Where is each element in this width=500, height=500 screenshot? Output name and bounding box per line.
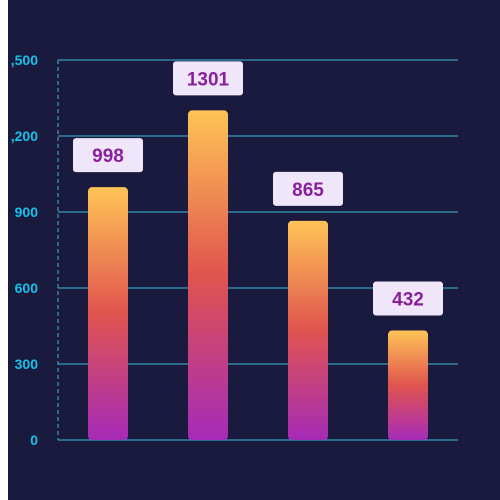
- data-label-box: [273, 171, 343, 206]
- y-tick-label: 0: [30, 432, 38, 448]
- bar: [188, 110, 228, 440]
- data-label: 865: [292, 180, 324, 201]
- y-tick-label: 900: [15, 204, 39, 220]
- data-label: 998: [92, 146, 124, 167]
- y-tick-label: 300: [15, 356, 39, 372]
- y-tick-labels: 0 300 600 900 ,200 ,500: [11, 52, 38, 448]
- data-label: 432: [392, 290, 424, 311]
- data-label: 1301: [187, 69, 230, 90]
- bars: [88, 110, 428, 440]
- data-label-box: [173, 61, 243, 96]
- y-tick-label: ,200: [11, 128, 38, 144]
- data-labels: 998 1301 865 432: [73, 61, 443, 316]
- bar: [388, 330, 428, 440]
- data-label-box: [373, 281, 443, 316]
- y-tick-label: ,500: [11, 52, 38, 68]
- y-tick-label: 600: [15, 280, 39, 296]
- bar: [288, 220, 328, 440]
- bar: [88, 187, 128, 440]
- bar-chart: 0 300 600 900 ,200 ,500 998 1301 865 432: [11, 52, 458, 448]
- chart-frame: 0 300 600 900 ,200 ,500 998 1301 865 432: [8, 0, 500, 500]
- data-label-box: [73, 138, 143, 173]
